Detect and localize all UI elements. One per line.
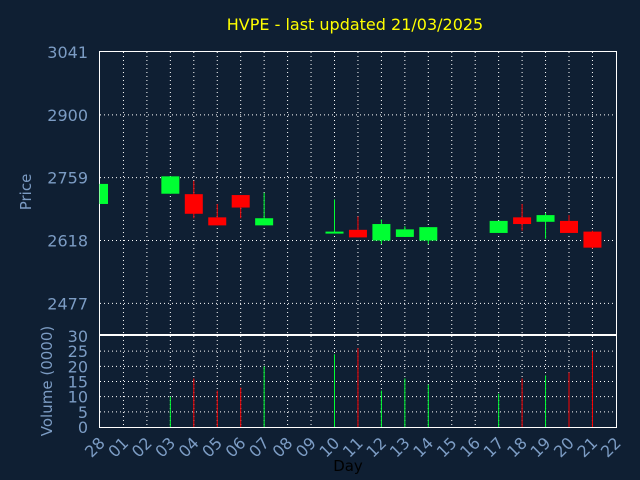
volume-tick-label: 0 — [78, 418, 88, 437]
candle-body — [161, 176, 180, 194]
volume-tick-label: 30 — [68, 327, 88, 346]
price-tick-label: 2900 — [47, 106, 88, 125]
volume-tick-label: 15 — [68, 373, 88, 392]
candle-body — [325, 231, 344, 234]
volume-tick-label: 20 — [68, 357, 88, 376]
price-tick-label: 2618 — [47, 232, 88, 251]
chart-title: HVPE - last updated 21/03/2025 — [227, 15, 483, 34]
x-tick-label: 22 — [597, 433, 625, 461]
volume-tick-label: 10 — [68, 388, 88, 407]
price-tick-labels: 3041 2900 2759 2618 2477 — [47, 43, 88, 313]
price-tick-label: 2477 — [47, 294, 88, 313]
price-tick-label: 3041 — [47, 43, 88, 62]
candle-body — [419, 227, 438, 241]
volume-panel-frame — [99, 335, 617, 428]
price-tick-label: 2759 — [47, 169, 88, 188]
candle-body — [536, 215, 555, 222]
candle-body — [560, 220, 578, 233]
candle-body — [348, 229, 367, 238]
candle-body — [583, 231, 602, 248]
price-axis-label: Price — [17, 174, 35, 211]
candle-body — [395, 229, 414, 237]
candle-body — [208, 217, 227, 226]
candle-body — [231, 195, 250, 208]
candlesticks — [99, 176, 602, 249]
volume-axis-label: Volume (0000) — [38, 326, 56, 436]
volume-tick-label: 5 — [78, 403, 88, 422]
candle-body — [513, 217, 532, 225]
volume-tick-label: 25 — [68, 342, 88, 361]
x-axis-label: Day — [333, 457, 363, 475]
candle-body — [489, 220, 508, 233]
candle-body — [184, 194, 203, 214]
candle-body — [372, 224, 391, 241]
volume-bars — [169, 348, 593, 427]
candle-body — [255, 218, 274, 226]
candle-body — [100, 183, 108, 204]
